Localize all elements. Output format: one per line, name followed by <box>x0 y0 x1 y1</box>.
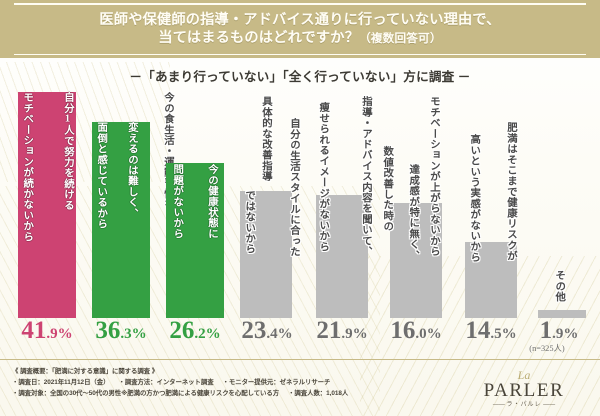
bar-value-int: 23 <box>241 317 267 344</box>
bar-label: 数値改善した時の <box>381 146 393 232</box>
survey-monitor-source: ・モニター提供元：ゼネラルリサーチ <box>222 379 331 386</box>
bar-rect <box>465 242 517 318</box>
bar-label: 面倒と感じているから <box>95 122 107 229</box>
logo-la: La <box>517 368 531 382</box>
bar-label: 達成感が特に無く、 <box>407 164 419 261</box>
survey-respondents: ・調査人数：1,018人 <box>288 390 349 397</box>
bar-value-dec: .3% <box>120 326 147 342</box>
bar-label: その他 <box>553 270 565 303</box>
bar-column: 今の食生活・運動習慣を 変えるのは難しく、 面倒と感じているから <box>92 88 173 318</box>
value-labels-row: 41.9% 36.3% 26.2% 23.4% 21.9% 16.0% 14.5… <box>0 316 600 350</box>
bar-rect <box>92 122 150 318</box>
bar-value-int: 26 <box>169 317 195 344</box>
survey-target: ・調査対象：全国の30代～50代の男性※肥満の方かつ肥満による健康リスクを心配し… <box>12 390 280 397</box>
bar-value-int: 16 <box>390 317 416 344</box>
bar-value-dec: .9% <box>341 326 368 342</box>
survey-overview-line: 《 調査概要：「肥満に対する意識」に関する調査 》 <box>12 368 159 375</box>
bar-rect <box>240 191 292 318</box>
bar-column: 自分1人で努力を続ける モチベーションが続かないから <box>18 88 76 318</box>
title-multi-answer-note: （複数回答可） <box>359 32 442 45</box>
bar-column: 今の健康状態に 問題がないから <box>166 88 224 318</box>
bar-rect <box>538 310 586 318</box>
bar-value: 26.2% <box>158 316 232 349</box>
bar-value-int: 36 <box>95 317 121 344</box>
title-line-2-text: 当てはまるものはどれですか？ <box>158 30 360 46</box>
bar-label: ではないから <box>243 190 255 255</box>
title-line-2: 当てはまるものはどれですか？（複数回答可） <box>0 29 600 48</box>
bar-column: 自分の生活スタイルに合った 具体的な改善指導 ではないから <box>240 88 299 318</box>
sample-size-note: (n=325人) <box>529 344 565 353</box>
bar-column: その他 <box>538 88 586 318</box>
bar-chart: 自分1人で努力を続ける モチベーションが続かないから 今の食生活・運動習慣を 変… <box>0 88 600 318</box>
survey-meta-line-2: ・調査対象：全国の30代～50代の男性※肥満の方かつ肥満による健康リスクを心配し… <box>12 388 348 397</box>
bar-value-dec: .0% <box>415 326 442 342</box>
bar-value: 23.4% <box>230 316 304 349</box>
bar-column: 指導・アドバイス内容を聞いて、 痩せられるイメージがないから <box>316 88 371 318</box>
bar-value-dec: .9% <box>552 326 579 342</box>
bar-value: 14.5% <box>454 316 528 349</box>
bar-value-dec: .2% <box>194 326 221 342</box>
bar-rect <box>316 195 368 318</box>
bar-label: 高いという実感がないから <box>468 134 480 263</box>
bar-value-dec: .4% <box>266 326 293 342</box>
bar-rect <box>166 163 224 318</box>
bar-column: 肥満はそこまで健康リスクが 高いという実感がないから <box>465 88 517 318</box>
bar-label: 具体的な改善指導 <box>260 96 271 182</box>
bar-label: モチベーションが上がらないから <box>428 96 439 257</box>
bar-value: 36.3% <box>84 316 158 349</box>
bar-value: 41.9% <box>10 316 84 349</box>
bar-value: 16.0% <box>379 316 453 349</box>
brand-logo: La PARLER ラ・パルレ <box>464 368 584 410</box>
bar-value-int: 14 <box>465 317 491 344</box>
footer: 《 調査概要：「肥満に対する意識」に関する調査 》 ・調査日：2021年11月1… <box>0 359 600 416</box>
bar-value-dec: .5% <box>490 326 517 342</box>
bar-value-int: 1 <box>539 317 553 344</box>
header-band: 医師や保健師の指導・アドバイス通りに行っていない理由で、 当てはまるものはどれで… <box>0 0 600 58</box>
bar-value: 1.9% <box>524 316 594 349</box>
bar-label: 肥満はそこまで健康リスクが <box>505 122 516 262</box>
survey-meta-line-1: ・調査日：2021年11月12日（金） ・調査方法：インターネット調査 ・モニター提… <box>12 377 330 386</box>
subtitle: －「あまり行っていない」「全く行っていない」方に調査 － <box>129 70 471 84</box>
bar-rect <box>390 203 442 318</box>
bar-label: 指導・アドバイス内容を聞いて、 <box>360 96 371 257</box>
title-line-1: 医師や保健師の指導・アドバイス通りに行っていない理由で、 <box>99 12 501 28</box>
bar-label: 問題がないから <box>171 164 183 239</box>
bar-value: 21.9% <box>305 316 379 349</box>
bar-label: 自分1人で努力を続ける <box>62 92 73 211</box>
bar-label: 変えるのは難しく、 <box>126 122 137 219</box>
logo-parler: PARLER <box>483 380 565 401</box>
survey-method: ・調査方法：インターネット調査 <box>118 379 214 386</box>
bar-value-int: 21 <box>316 317 342 344</box>
bar-label: 今の食生活・運動習慣を <box>162 92 173 210</box>
survey-date: ・調査日：2021年11月12日（金） <box>12 379 110 386</box>
bar-value-int: 41 <box>21 317 47 344</box>
bar-rect <box>18 92 76 318</box>
bar-label: 痩せられるイメージがないから <box>317 102 329 252</box>
bar-value-dec: .9% <box>46 326 73 342</box>
bar-label: 自分の生活スタイルに合った <box>288 118 299 258</box>
bar-label: モチベーションが続かないから <box>21 92 33 242</box>
page-title: 医師や保健師の指導・アドバイス通りに行っていない理由で、 当てはまるものはどれで… <box>0 11 600 48</box>
bar-label: 今の健康状態に <box>206 164 217 239</box>
bar-column: モチベーションが上がらないから 数値改善した時の 達成感が特に無く、 <box>381 88 442 318</box>
logo-kana: ラ・パルレ <box>464 401 584 410</box>
